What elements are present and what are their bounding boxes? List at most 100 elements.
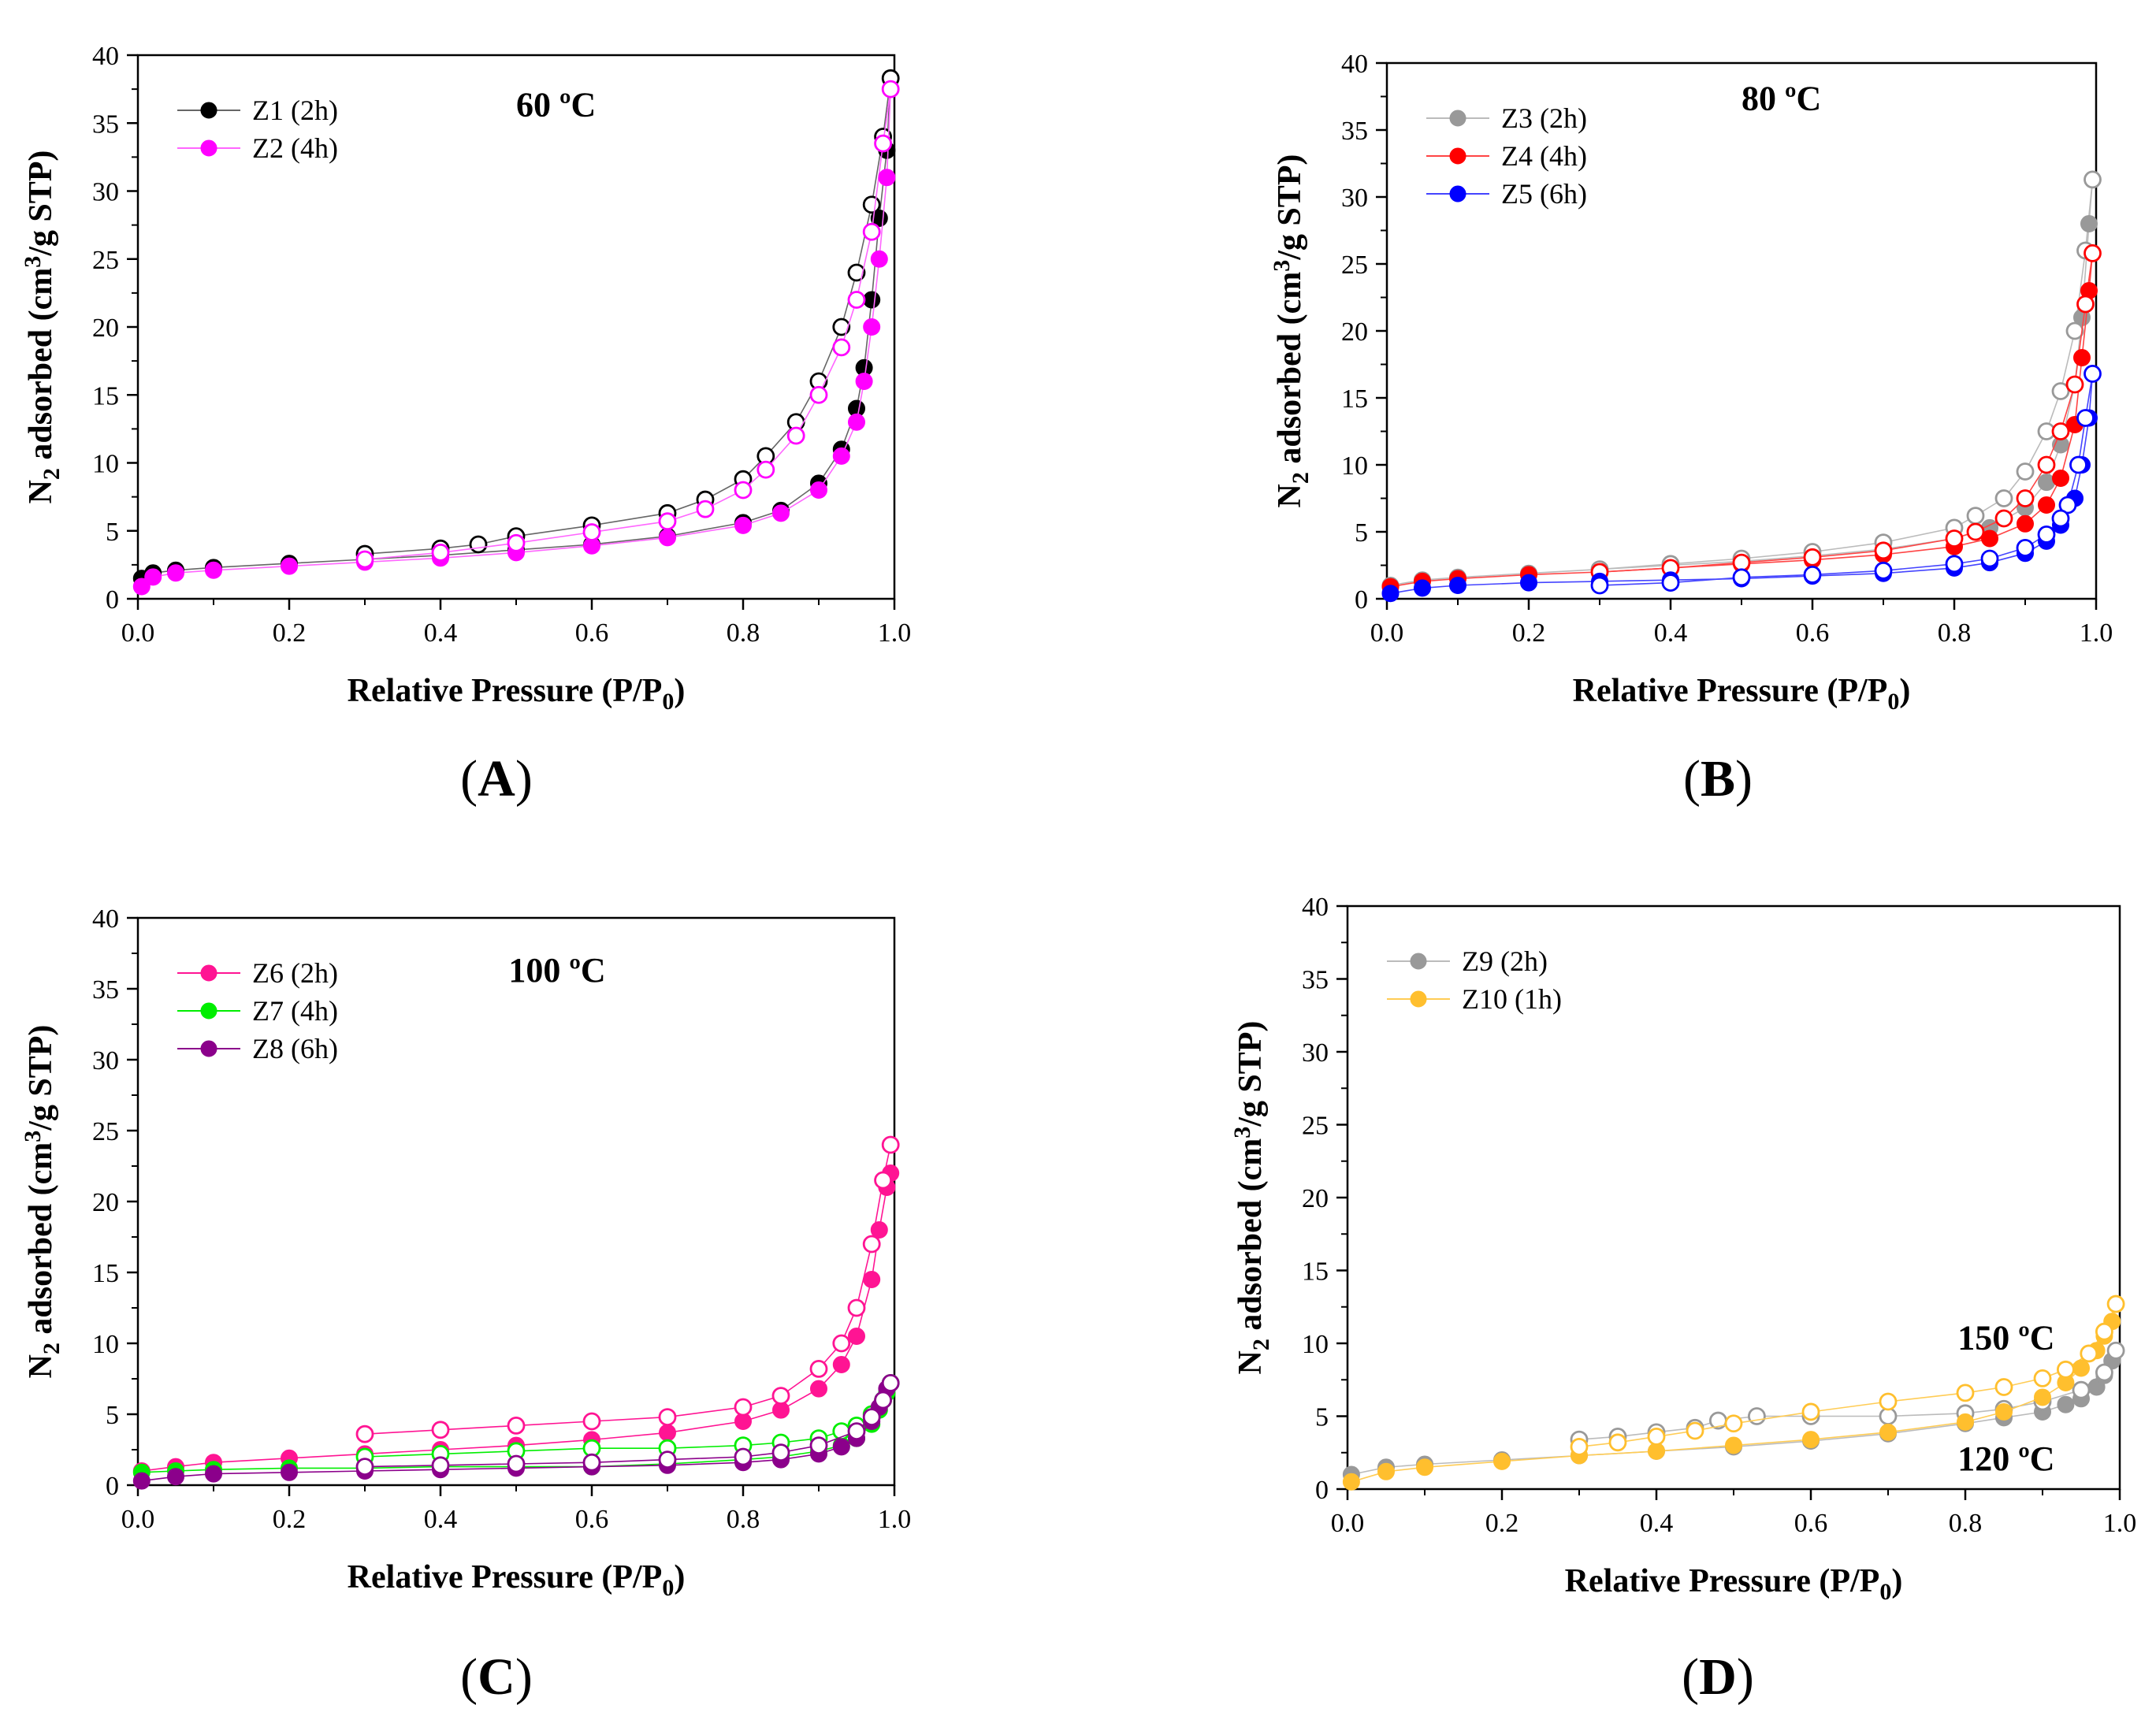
- desorption-point: [507, 1417, 526, 1435]
- desorption-point: [2072, 1380, 2091, 1399]
- x-tick-label: 1.0: [2103, 1509, 2137, 1538]
- y-tick-label: 15: [1341, 384, 1368, 414]
- desorption-point: [847, 263, 866, 282]
- series-Z2 (4h): [132, 80, 900, 596]
- chart-panel-2: 0.0 0.2 0.4 0.6 0.8 1.0 0 5 10 15 20 25 30 35 40 Relati…: [20, 904, 911, 1706]
- desorption-point: [469, 535, 488, 554]
- legend-label: Z9 (2h): [1462, 945, 1548, 977]
- chart-panel-0: 0.0 0.2 0.4 0.6 0.8 1.0 0 5 10 15 20 25 30 35 40 Relati…: [20, 42, 911, 808]
- desorption-point: [2016, 489, 2035, 507]
- legend-label: Z2 (4h): [252, 132, 338, 164]
- y-tick-label: 0: [106, 585, 119, 615]
- x-axis-title: Relative Pressure (P/P0): [1565, 1563, 1903, 1605]
- desorption-point: [355, 1424, 374, 1443]
- desorption-point: [874, 1171, 892, 1190]
- x-tick-label: 0.8: [727, 1505, 760, 1534]
- adsorption-point: [281, 1463, 298, 1481]
- desorption-point: [847, 1422, 866, 1440]
- y-tick-label: 20: [92, 1188, 119, 1217]
- desorption-point: [431, 1456, 450, 1475]
- adsorption-point: [863, 1271, 881, 1288]
- desorption-point: [2016, 539, 2035, 557]
- legend-marker: [1449, 110, 1466, 127]
- adsorption-line: [1390, 253, 2094, 588]
- desorption-point: [1686, 1421, 1704, 1440]
- y-tick-label: 35: [1341, 117, 1368, 146]
- adsorption-point: [205, 561, 222, 579]
- desorption-point: [2076, 409, 2095, 427]
- y-tick-label: 5: [1355, 518, 1368, 548]
- adsorption-point: [1957, 1413, 1974, 1431]
- y-tick-label: 20: [92, 314, 119, 343]
- legend-label: Z10 (1h): [1462, 983, 1562, 1015]
- desorption-point: [1732, 568, 1751, 587]
- y-tick-label: 25: [1302, 1112, 1329, 1141]
- temperature-annotation: 100 ºC: [508, 951, 605, 990]
- y-tick-label: 0: [106, 1472, 119, 1501]
- desorption-point: [582, 1412, 601, 1431]
- adsorption-point: [2034, 1388, 2051, 1406]
- desorption-point: [582, 1453, 601, 1472]
- y-tick-label: 25: [1341, 251, 1368, 280]
- desorption-point: [2084, 243, 2102, 262]
- legend-marker: [1449, 147, 1466, 165]
- adsorption-point: [1449, 577, 1466, 594]
- desorption-point: [2076, 295, 2095, 314]
- adsorption-point: [810, 1380, 827, 1398]
- desorption-point: [2106, 1341, 2125, 1360]
- y-tick-label: 40: [1341, 50, 1368, 79]
- series-Z10 (1h): [1342, 1294, 2125, 1491]
- desorption-point: [2084, 170, 2102, 189]
- adsorption-point: [863, 291, 881, 309]
- legend-marker: [200, 102, 217, 119]
- adsorption-point: [878, 169, 896, 187]
- y-tick-label: 30: [1302, 1038, 1329, 1068]
- y-tick-label: 35: [92, 110, 119, 139]
- desorption-point: [734, 481, 753, 500]
- desorption-point: [771, 1387, 790, 1405]
- desorption-point: [1801, 1402, 1820, 1421]
- y-tick-label: 15: [1302, 1257, 1329, 1287]
- desorption-point: [1724, 1414, 1743, 1433]
- adsorption-point: [1802, 1431, 1820, 1449]
- desorption-point: [786, 426, 805, 445]
- desorption-point: [2106, 1294, 2125, 1313]
- panel-label: (A): [460, 750, 533, 808]
- adsorption-point: [2057, 1395, 2075, 1413]
- adsorption-point: [863, 318, 881, 336]
- adsorption-point: [2080, 215, 2098, 232]
- desorption-point: [1608, 1433, 1627, 1452]
- adsorption-point: [1377, 1462, 1395, 1480]
- x-tick-label: 0.8: [1949, 1509, 1983, 1538]
- desorption-point: [2051, 509, 2070, 528]
- desorption-point: [881, 80, 900, 98]
- panel-label: (C): [460, 1648, 533, 1706]
- y-tick-label: 15: [92, 1259, 119, 1288]
- chart-panel-3: 0.0 0.2 0.4 0.6 0.8 1.0 0 5 10 15 20 25 30 35 40 Relati…: [1229, 893, 2136, 1706]
- y-tick-label: 35: [1302, 966, 1329, 995]
- adsorption-point: [132, 1472, 151, 1490]
- y-tick-label: 20: [1341, 318, 1368, 347]
- desorption-point: [658, 1450, 677, 1469]
- legend-marker: [1410, 990, 1427, 1008]
- temperature-annotation: 80 ºC: [1742, 80, 1821, 118]
- desorption-point: [2065, 321, 2084, 340]
- x-tick-label: 0.0: [1370, 618, 1404, 648]
- y-tick-label: 10: [92, 1330, 119, 1359]
- desorption-point: [832, 1334, 851, 1353]
- desorption-point: [862, 195, 881, 214]
- y-tick-label: 40: [92, 42, 119, 71]
- desorption-point: [431, 1421, 450, 1439]
- legend-marker: [200, 139, 217, 157]
- adsorption-point: [734, 516, 752, 534]
- desorption-point: [658, 512, 677, 531]
- y-tick-label: 10: [1302, 1330, 1329, 1359]
- y-tick-label: 30: [92, 1046, 119, 1075]
- legend-label: Z1 (2h): [252, 95, 338, 126]
- series-Z3 (2h): [1381, 170, 2102, 594]
- y-axis-title: N2 adsorbed (cm3/g STP): [1229, 1021, 1274, 1375]
- x-tick-label: 0.2: [1485, 1509, 1519, 1538]
- x-tick-label: 0.0: [121, 1505, 155, 1534]
- x-tick-label: 0.6: [1796, 618, 1830, 648]
